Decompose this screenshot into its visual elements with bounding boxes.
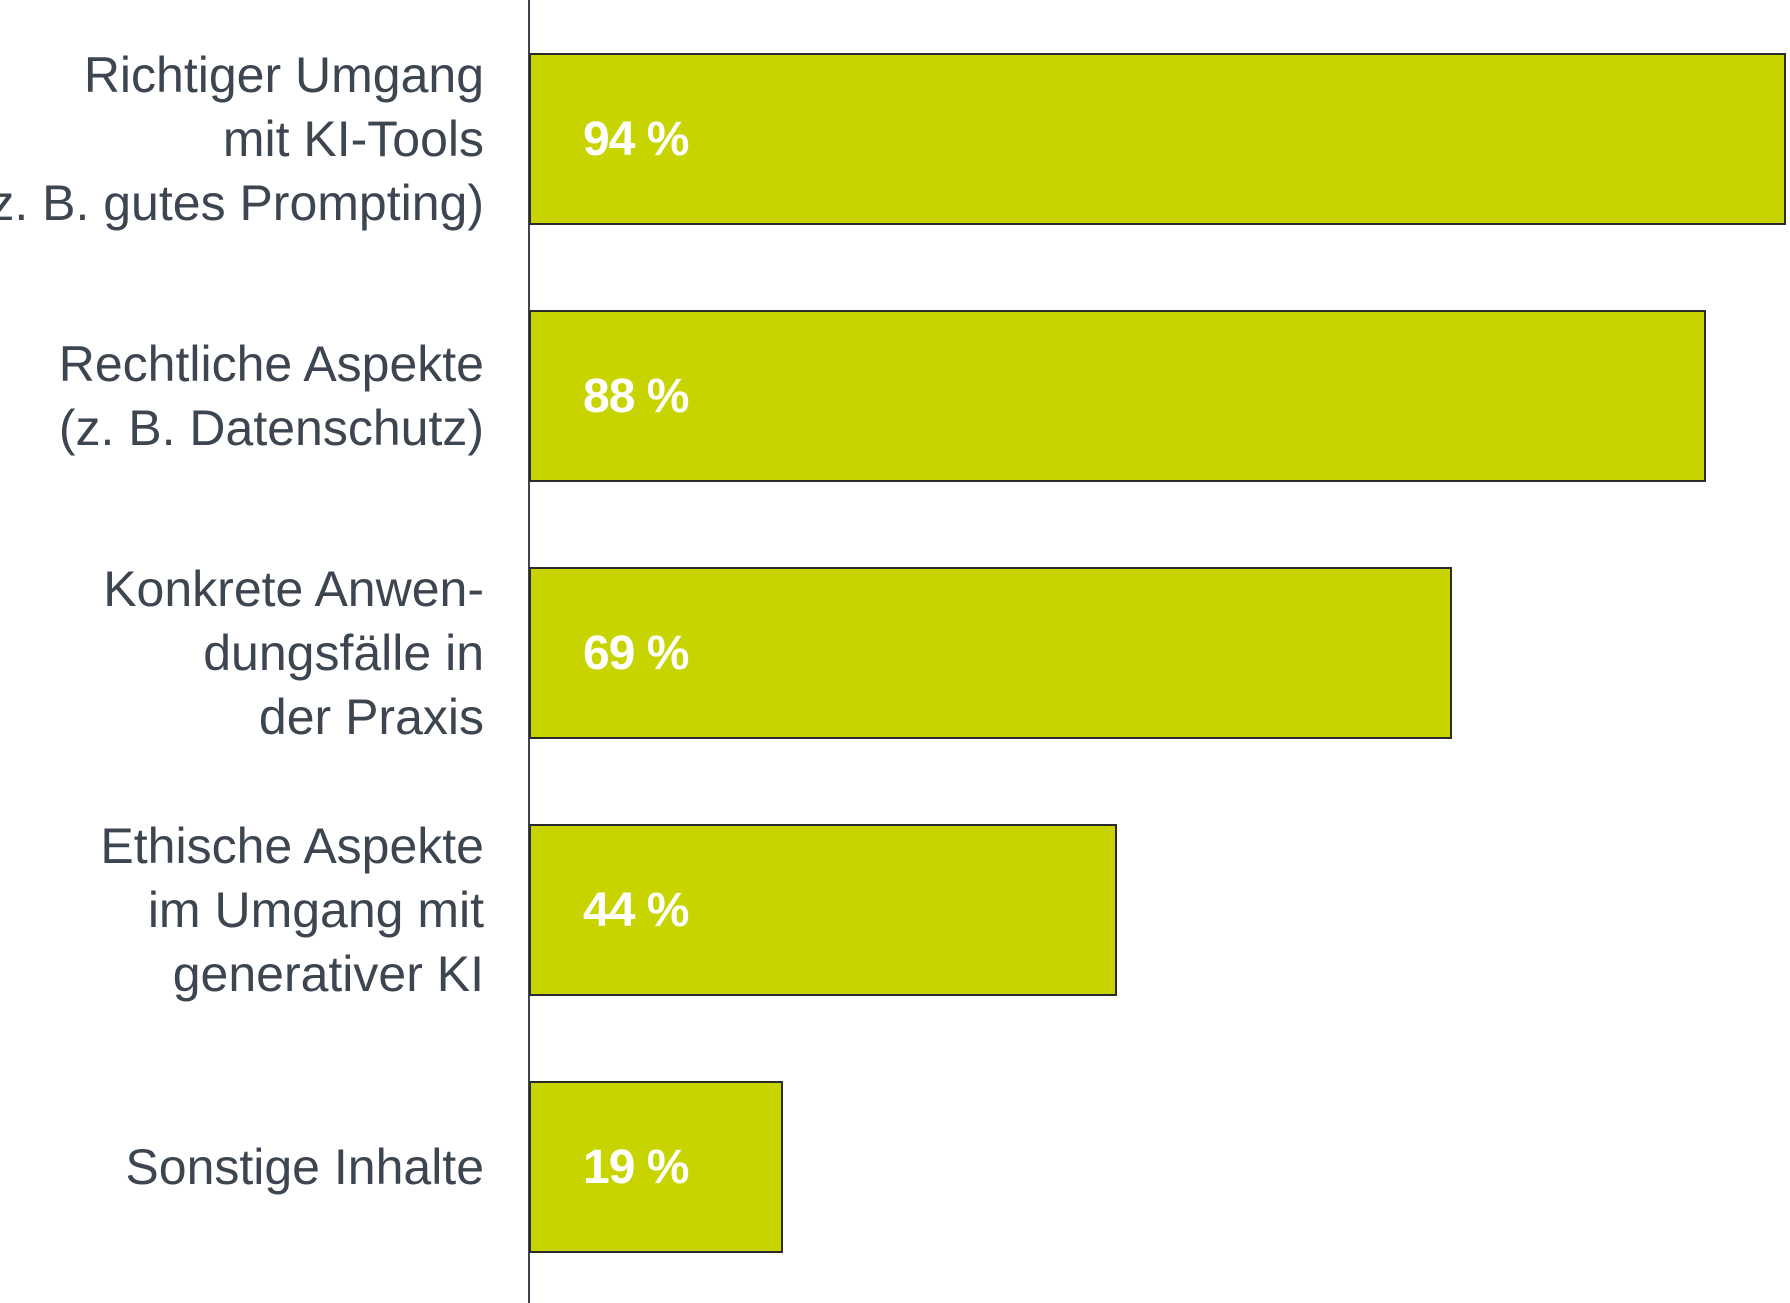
category-label: Ethische Aspekte im Umgang mit generativ… xyxy=(100,818,484,1002)
bar xyxy=(529,310,1706,482)
bar xyxy=(529,567,1452,739)
value-label: 94 % xyxy=(583,112,689,166)
value-label: 88 % xyxy=(583,369,689,423)
bar xyxy=(529,1081,784,1253)
value-label: 44 % xyxy=(583,883,689,937)
category-label: Konkrete Anwen- dungsfälle in der Praxis xyxy=(103,561,484,745)
category-label: Sonstige Inhalte xyxy=(125,1139,484,1195)
bar xyxy=(529,824,1118,996)
category-label: Rechtliche Aspekte (z. B. Datenschutz) xyxy=(58,336,484,456)
value-label: 19 % xyxy=(583,1140,689,1194)
category-label: Richtiger Umgang mit KI-Tools (z. B. gut… xyxy=(0,47,484,231)
value-label: 69 % xyxy=(583,626,689,680)
bar xyxy=(529,53,1786,225)
